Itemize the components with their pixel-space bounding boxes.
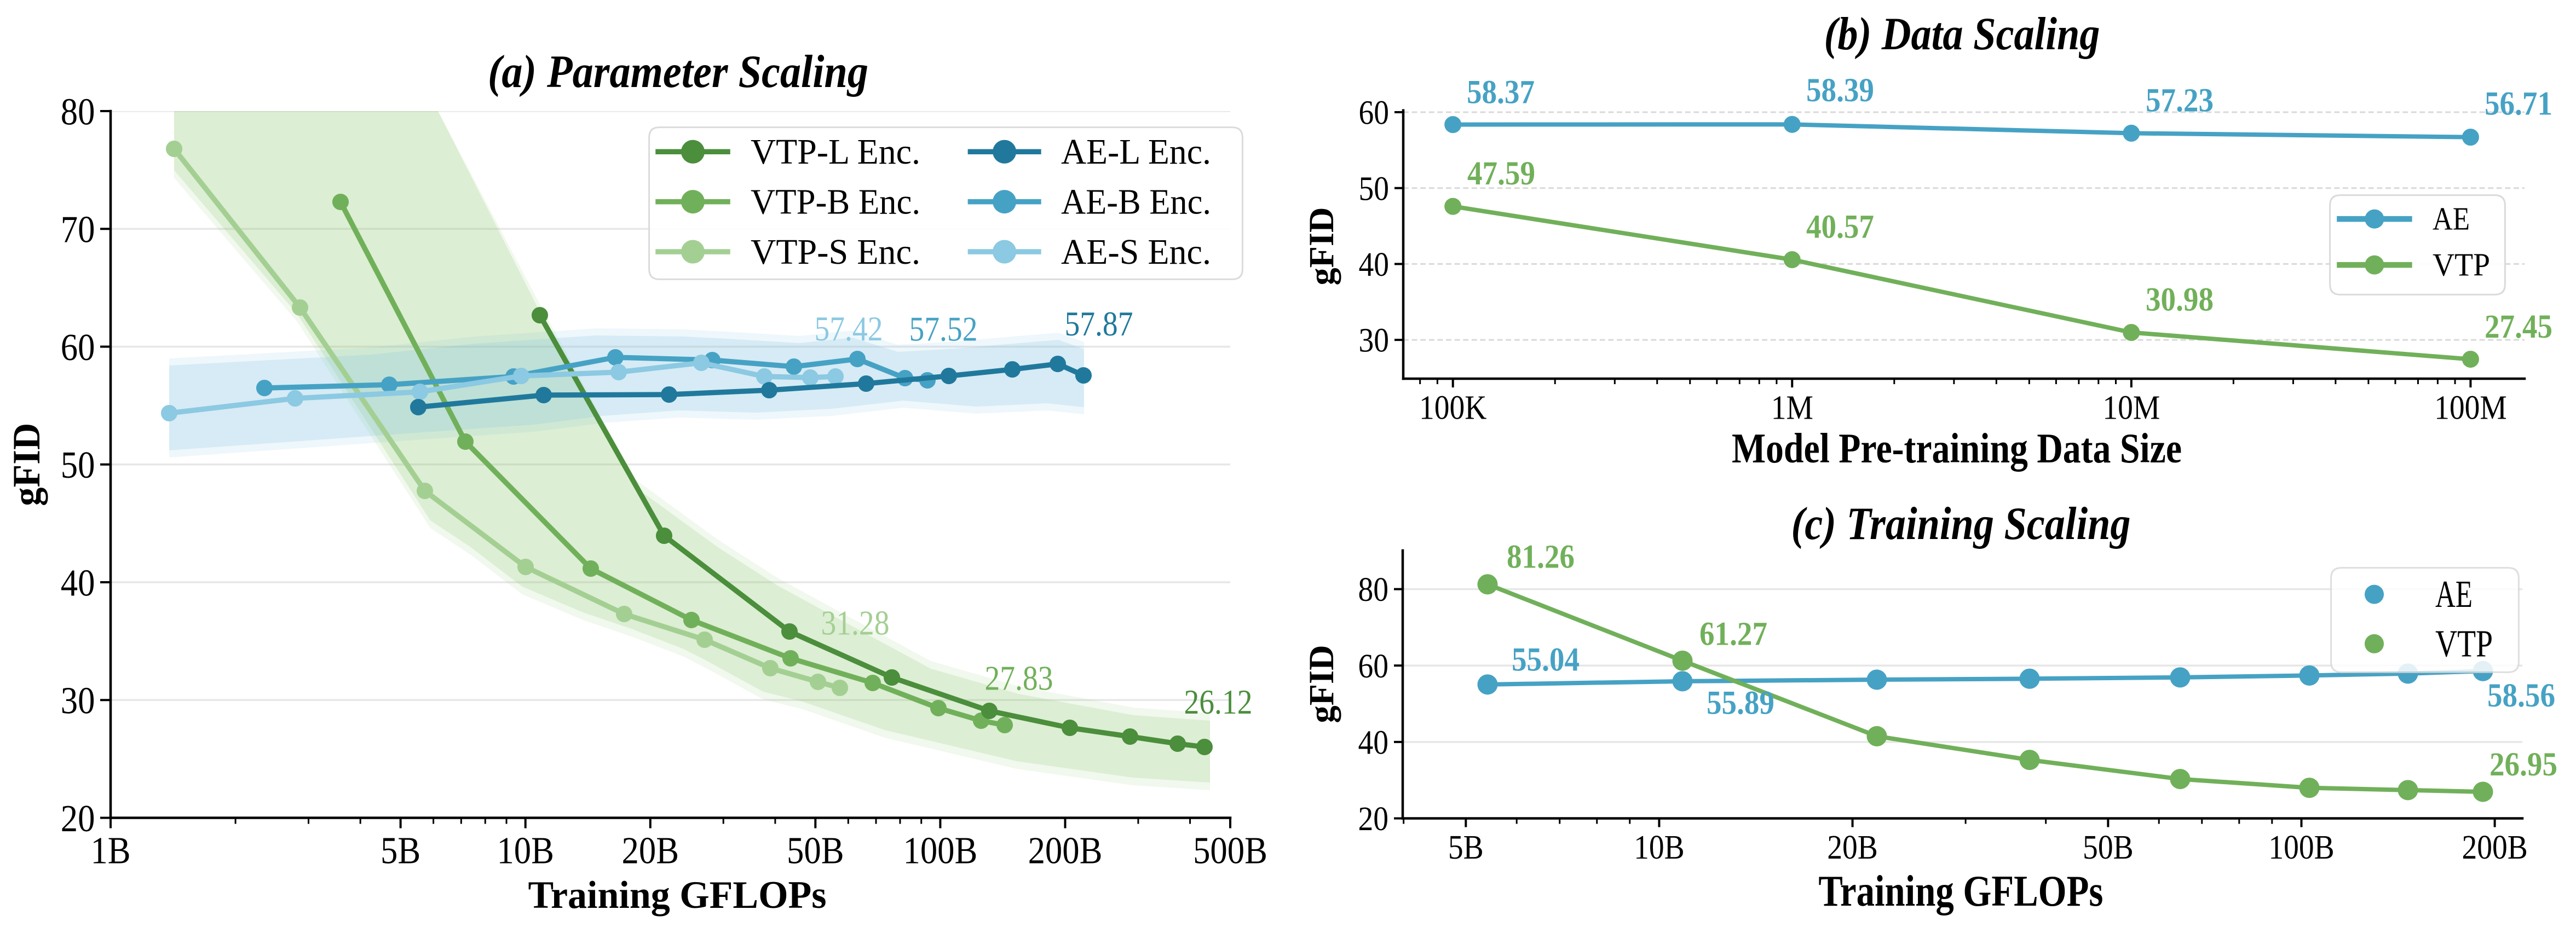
svg-text:5B: 5B <box>1448 828 1484 866</box>
svg-text:58.37: 58.37 <box>1467 74 1535 111</box>
svg-text:50: 50 <box>1359 170 1390 207</box>
svg-text:100B: 100B <box>2268 828 2334 866</box>
svg-text:100M: 100M <box>2434 389 2507 426</box>
svg-text:30: 30 <box>61 680 95 722</box>
svg-text:gFID: gFID <box>5 423 48 506</box>
svg-text:50: 50 <box>61 444 95 486</box>
svg-text:56.71: 56.71 <box>2485 85 2552 122</box>
svg-text:57.87: 57.87 <box>1064 305 1133 343</box>
svg-text:200B: 200B <box>1028 829 1103 872</box>
svg-text:10B: 10B <box>1634 828 1685 866</box>
svg-text:30.98: 30.98 <box>2146 281 2214 318</box>
svg-text:55.89: 55.89 <box>1707 684 1774 721</box>
svg-text:40.57: 40.57 <box>1806 208 1874 245</box>
svg-text:10M: 10M <box>2102 389 2160 426</box>
svg-text:30: 30 <box>1359 322 1390 360</box>
svg-text:gFID: gFID <box>1302 645 1341 723</box>
svg-text:1B: 1B <box>90 829 130 872</box>
svg-text:60: 60 <box>61 326 95 369</box>
svg-text:50B: 50B <box>787 829 844 872</box>
svg-text:81.26: 81.26 <box>1507 538 1575 575</box>
svg-text:AE-L Enc.: AE-L Enc. <box>1061 132 1211 172</box>
svg-text:58.39: 58.39 <box>1806 72 1874 109</box>
svg-text:1M: 1M <box>1771 389 1813 426</box>
svg-text:60: 60 <box>1358 647 1389 685</box>
svg-text:AE-S Enc.: AE-S Enc. <box>1061 232 1211 272</box>
svg-text:26.12: 26.12 <box>1184 683 1252 721</box>
svg-text:AE-B Enc.: AE-B Enc. <box>1061 182 1211 222</box>
svg-text:AE: AE <box>2433 201 2470 237</box>
svg-text:(a) Parameter Scaling: (a) Parameter Scaling <box>488 46 868 97</box>
svg-text:58.56: 58.56 <box>2487 677 2555 714</box>
svg-text:61.27: 61.27 <box>1699 616 1767 653</box>
svg-text:VTP-B Enc.: VTP-B Enc. <box>751 182 920 222</box>
svg-text:70: 70 <box>61 208 95 251</box>
svg-text:60: 60 <box>1359 94 1390 132</box>
svg-text:(c) Training Scaling: (c) Training Scaling <box>1791 498 2130 549</box>
svg-text:Training GFLOPs: Training GFLOPs <box>1818 866 2103 916</box>
svg-text:55.04: 55.04 <box>1512 641 1580 678</box>
svg-text:Training GFLOPs: Training GFLOPs <box>528 873 827 917</box>
svg-text:80: 80 <box>1358 571 1389 609</box>
svg-text:(b) Data Scaling: (b) Data Scaling <box>1824 8 2100 60</box>
svg-text:57.42: 57.42 <box>814 310 883 348</box>
svg-text:AE: AE <box>2435 573 2473 616</box>
svg-text:100K: 100K <box>1419 389 1486 426</box>
svg-text:80: 80 <box>61 90 95 133</box>
svg-text:20: 20 <box>1358 800 1389 838</box>
svg-text:VTP: VTP <box>2433 247 2490 283</box>
svg-text:27.83: 27.83 <box>984 659 1053 698</box>
svg-text:40: 40 <box>61 561 95 604</box>
svg-text:40: 40 <box>1358 724 1389 762</box>
svg-text:5B: 5B <box>381 829 420 872</box>
svg-text:VTP: VTP <box>2435 623 2493 665</box>
svg-text:500B: 500B <box>1193 829 1267 872</box>
svg-text:26.95: 26.95 <box>2489 746 2557 783</box>
svg-text:20: 20 <box>61 797 95 840</box>
svg-text:20B: 20B <box>1827 828 1878 866</box>
svg-text:50B: 50B <box>2083 828 2134 866</box>
svg-text:VTP-L Enc.: VTP-L Enc. <box>751 132 920 172</box>
svg-text:57.23: 57.23 <box>2146 82 2214 119</box>
svg-text:20B: 20B <box>622 829 679 872</box>
svg-text:27.45: 27.45 <box>2485 308 2552 345</box>
svg-text:47.59: 47.59 <box>1467 155 1535 192</box>
svg-text:100B: 100B <box>903 829 977 872</box>
svg-text:31.28: 31.28 <box>821 604 889 642</box>
svg-text:VTP-S Enc.: VTP-S Enc. <box>751 232 920 272</box>
svg-text:10B: 10B <box>497 829 554 872</box>
svg-text:40: 40 <box>1359 246 1390 283</box>
svg-text:Model Pre-training Data Size: Model Pre-training Data Size <box>1732 425 2182 472</box>
svg-text:57.52: 57.52 <box>909 310 977 349</box>
svg-text:200B: 200B <box>2462 828 2527 866</box>
svg-text:gFID: gFID <box>1302 207 1341 286</box>
